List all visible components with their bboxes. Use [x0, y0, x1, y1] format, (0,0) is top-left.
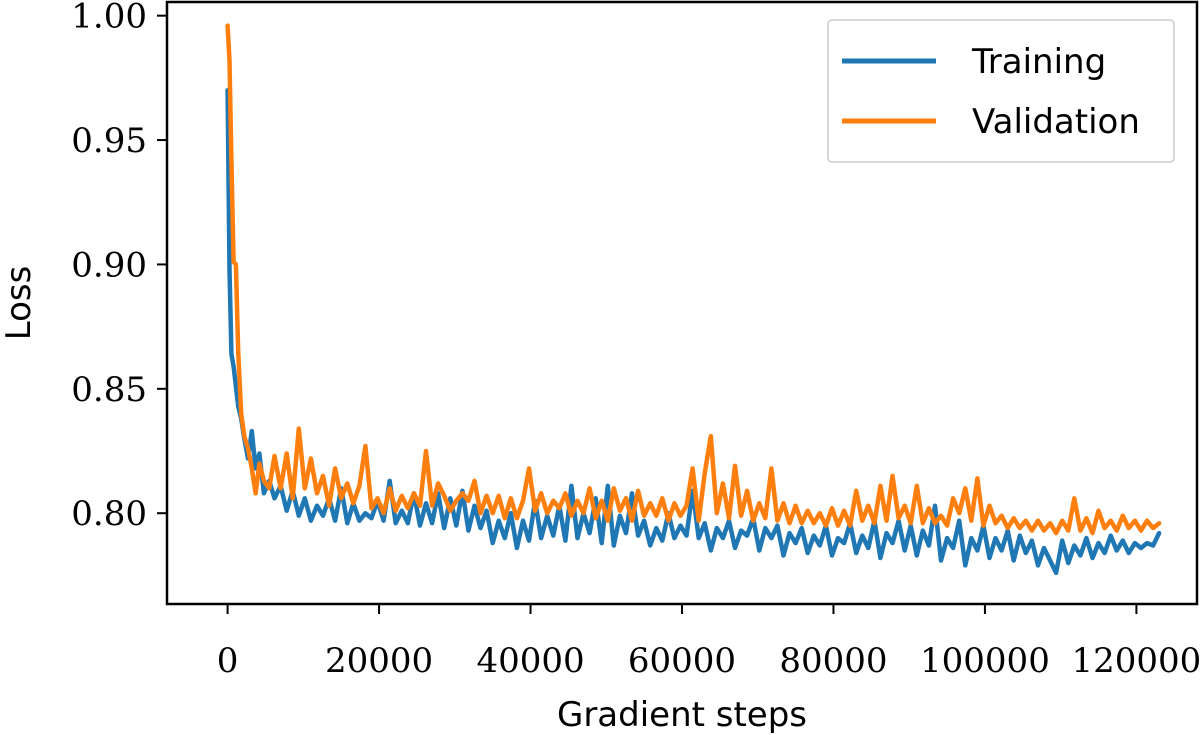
y-tick-label: 0.95	[71, 121, 147, 161]
x-tick-label: 80000	[779, 641, 887, 681]
series-layer	[225, 23, 1162, 576]
series-line-validation	[225, 23, 1162, 536]
legend: Training Validation	[827, 19, 1175, 163]
x-tick-label: 0	[217, 641, 239, 681]
series-line-training	[225, 88, 1162, 576]
y-tick-label: 0.85	[71, 370, 147, 410]
x-tick-label: 120000	[1072, 641, 1200, 681]
y-axis-label: Loss	[0, 266, 39, 341]
legend-box	[827, 19, 1175, 163]
x-tick-label: 100000	[920, 641, 1050, 681]
x-tick-label: 20000	[325, 641, 433, 681]
x-tick-label: 60000	[628, 641, 736, 681]
ticks-layer: 0 20000 40000 60000 80000 100000 120000 0.80 0.8…	[71, 0, 1200, 681]
y-tick-label: 0.80	[71, 494, 147, 534]
x-axis-label: Gradient steps	[557, 695, 807, 735]
y-tick-label: 0.90	[71, 245, 147, 285]
legend-label-validation: Validation	[972, 102, 1140, 142]
legend-label-training: Training	[971, 42, 1106, 82]
x-tick-label: 40000	[476, 641, 584, 681]
y-tick-label: 1.00	[71, 0, 147, 37]
